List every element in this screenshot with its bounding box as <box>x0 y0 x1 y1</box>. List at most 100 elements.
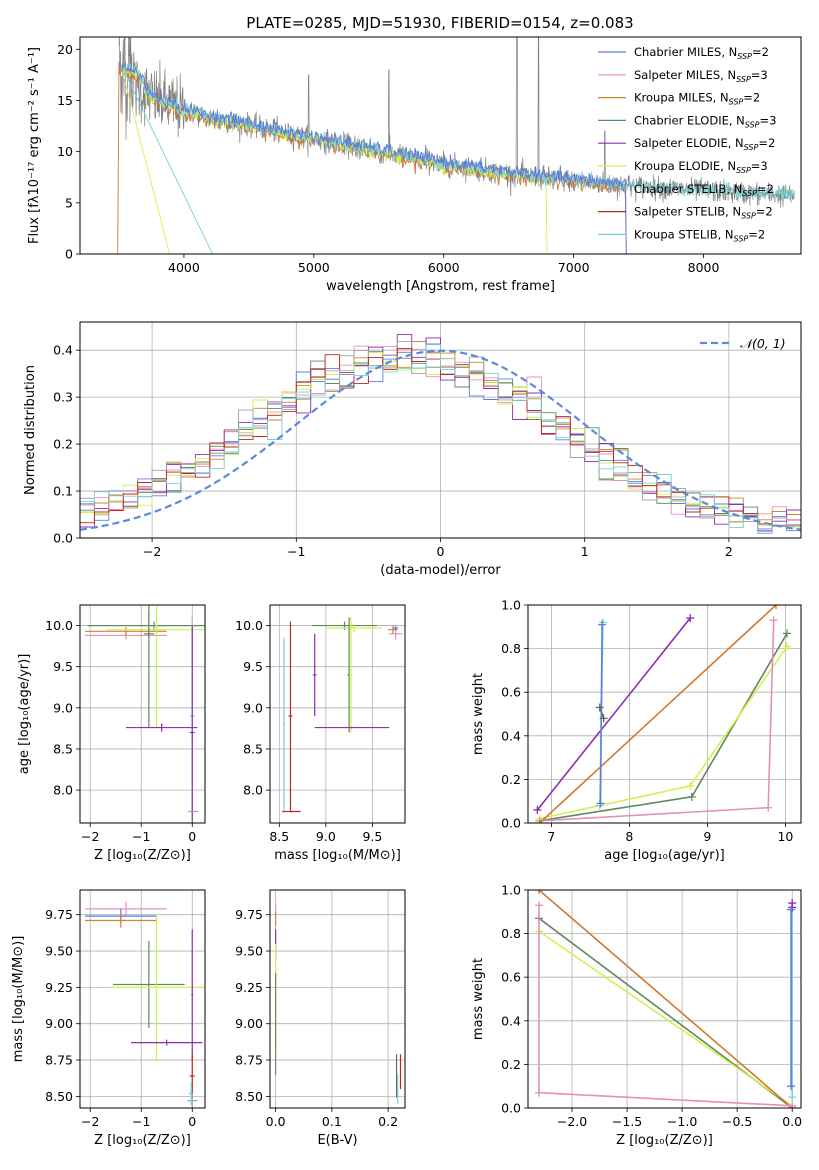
mass-weight-marker <box>595 703 604 712</box>
mass_vs_ebv-ytick-label: 8.50 <box>235 1089 263 1104</box>
errorbar-point <box>288 621 293 811</box>
age_vs_z-xtick-label: −1 <box>132 829 150 844</box>
mass_vs_z-ytick-label: 9.00 <box>45 1016 73 1031</box>
spectrum-axes: 4000 5000 6000 7000 8000 0 5 10 15 20 wavelength [… <box>27 42 720 294</box>
mw_vs_age-frame <box>527 604 802 824</box>
mass_vs_z-xtick-label: −2 <box>81 1114 99 1129</box>
mass_vs_z-ytick-label: 8.50 <box>45 1089 73 1104</box>
model-spectrum-line <box>121 63 627 254</box>
mw_vs_age-xtick-label: 10 <box>777 829 793 844</box>
errorbar-point <box>325 623 382 633</box>
mw_vs_age-ytick-label: 1.0 <box>501 598 521 613</box>
spectrum-xlabel: wavelength [Angstrom, rest frame] <box>326 279 555 294</box>
residuals-ytick-label: 0.4 <box>53 343 73 358</box>
residuals-ytick-label: 0.1 <box>53 484 73 499</box>
mw_vs_age-ytick-label: 0.2 <box>501 772 521 787</box>
mass-weight-marker <box>535 890 544 894</box>
errorbar-point <box>85 627 167 636</box>
mw_vs_age-xtick-label: 7 <box>547 829 555 844</box>
errorbar-point <box>282 810 301 813</box>
residuals-xtick-label: 1 <box>581 544 589 559</box>
age_vs_z-ytick-label: 8.5 <box>53 741 73 756</box>
legend-label: Kroupa MILES, NSSP=2 <box>634 91 760 107</box>
age_vs_mass-plot-area <box>282 617 403 813</box>
mass_vs_z-xtick-label: −1 <box>132 1114 150 1129</box>
mass-weight-line <box>538 890 793 1108</box>
mass-weight-line <box>539 605 777 823</box>
model-spectrum-line <box>117 61 627 254</box>
mass-weight-marker <box>535 1088 544 1097</box>
mw_vs_age-xlabel: age [log₁₀(age/yr)] <box>604 848 725 863</box>
age_vs_mass-xtick-label: 8.5 <box>269 829 289 844</box>
mw_vs_age-xtick-label: 8 <box>625 829 633 844</box>
mass_vs_z-ytick-label: 8.75 <box>45 1053 73 1068</box>
errorbar-point <box>85 913 157 928</box>
mw_vs_age-plot-area <box>533 605 791 823</box>
mass_vs_ebv-xtick-label: 0.0 <box>266 1114 286 1129</box>
mass-weight-line <box>536 617 691 811</box>
age_vs_mass-ytick-label: 10.0 <box>235 618 263 633</box>
errorbar-point <box>283 637 285 811</box>
spectrum-ytick-label: 20 <box>57 42 73 57</box>
mass-weight-marker <box>686 614 695 623</box>
mass_vs_ebv-frame <box>269 889 406 1109</box>
spectrum-ytick-label: 10 <box>57 144 73 159</box>
errorbar-point <box>131 1039 203 1046</box>
mass-weight-line <box>538 930 793 1107</box>
spectrum-ytick-label: 5 <box>65 195 73 210</box>
errorbar-point <box>143 605 154 729</box>
mass-weight-marker <box>764 803 773 812</box>
residuals-xlabel: (data-model)/error <box>380 563 501 578</box>
mw_vs_z-plot-area <box>535 890 797 1108</box>
mass-weight-marker <box>599 714 608 723</box>
age_vs_mass-ytick-label: 8.0 <box>243 783 263 798</box>
spectrum-ylabel: Flux [fλ10⁻¹⁷ erg cm⁻² s⁻¹ A⁻¹] <box>27 47 42 244</box>
mass_vs_z-frame <box>79 889 206 1109</box>
mass-weight-marker <box>686 781 695 790</box>
mass_vs_ebv-ytick-label: 9.25 <box>235 980 263 995</box>
mw_vs_z-xtick-label: −1.0 <box>667 1114 697 1129</box>
mass-weight-marker <box>769 616 778 625</box>
spectrum-legend: Chabrier MILES, NSSP=2 Salpeter MILES, NS… <box>598 45 776 243</box>
mw_vs_age-ytick-label: 0.6 <box>501 685 521 700</box>
mass-weight-marker <box>782 642 791 651</box>
age_vs_z-xtick-label: −2 <box>81 829 99 844</box>
mw_vs_z-ytick-label: 0.0 <box>501 1101 521 1116</box>
mass-weight-line <box>539 645 788 820</box>
errorbar-point <box>349 617 353 733</box>
age_vs_z-ytick-label: 9.5 <box>53 659 73 674</box>
residuals-ytick-label: 0.3 <box>53 390 73 405</box>
age_vs_z-ytick-label: 10.0 <box>45 618 73 633</box>
age_vs_mass-axes: 8.5 9.0 9.5 8.0 8.5 9.0 9.5 10.0 mass [log₁₀(M/M… <box>235 605 405 863</box>
spectrum-frame <box>79 36 802 255</box>
age_vs_mass-ytick-label: 9.0 <box>243 700 263 715</box>
age_vs_mass-frame <box>269 604 406 824</box>
mw_vs_z-xtick-label: −2.0 <box>557 1114 587 1129</box>
mass_vs_z-ytick-label: 9.25 <box>45 980 73 995</box>
age_vs_mass-xlabel: mass [log₁₀(M/M⊙)] <box>274 848 401 863</box>
errorbar-point <box>188 1081 194 1106</box>
mw_vs_z-frame <box>527 889 802 1109</box>
mw_vs_z-ytick-label: 0.4 <box>501 1013 521 1028</box>
age_vs_z-xtick-label: 0 <box>188 829 196 844</box>
legend-label: Salpeter ELODIE, NSSP=2 <box>634 136 775 152</box>
mw_vs_age-ylabel: mass weight <box>471 673 486 755</box>
mass_vs_ebv-ytick-label: 9.75 <box>235 907 263 922</box>
age_vs_z-ylabel: age [log₁₀(age/yr)] <box>17 654 32 775</box>
mass_vs_ebv-plot-area <box>275 903 402 1104</box>
mw_vs_z-xtick-label: −1.5 <box>612 1114 642 1129</box>
mass-weight-marker <box>788 1093 797 1102</box>
errorbar-point <box>113 940 185 1029</box>
age_vs_mass-ytick-label: 9.5 <box>243 659 263 674</box>
mw_vs_age-xtick-label: 9 <box>703 829 711 844</box>
residuals-plot-area <box>80 334 801 534</box>
spectrum-xtick-label: 5000 <box>298 260 330 275</box>
residuals-frame <box>79 321 802 539</box>
mw_vs_z-xlabel: Z [log₁₀(Z/Z⊙)] <box>616 1133 713 1148</box>
mass-weight-marker <box>788 1101 797 1108</box>
mass-weight-line <box>539 632 788 822</box>
spectrum-plot-area <box>117 37 795 254</box>
mass_vs_z-axes: −2 −1 0 8.50 8.75 9.00 9.25 9.50 9.75 Z [log₁₀(Z/… <box>11 890 205 1148</box>
